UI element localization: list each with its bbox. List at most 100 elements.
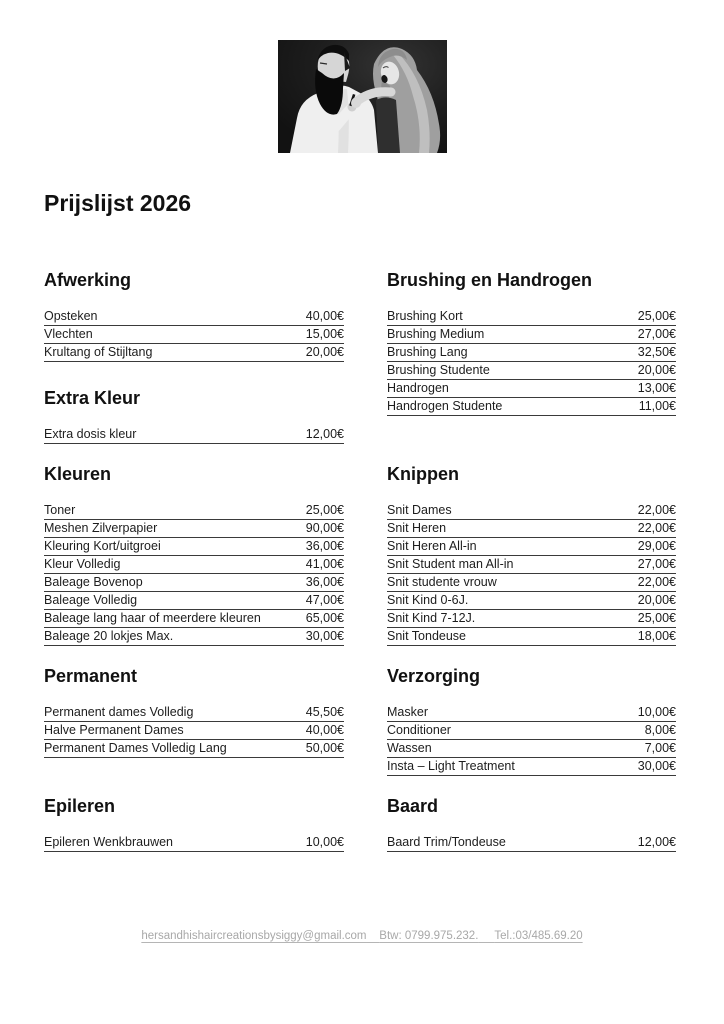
price-row: Snit Heren 22,00€	[387, 520, 676, 538]
service-name: Meshen Zilverpapier	[44, 521, 158, 535]
service-name: Snit Dames	[387, 503, 452, 517]
woman-top	[376, 97, 400, 153]
service-name: Epileren Wenkbrauwen	[44, 835, 174, 849]
service-name: Baleage lang haar of meerdere kleuren	[44, 611, 261, 625]
service-price: 40,00€	[305, 723, 344, 737]
service-name: Insta – Light Treatment	[387, 759, 515, 773]
service-name: Vlechten	[44, 327, 93, 341]
price-row: Handrogen Studente 11,00€	[387, 398, 676, 416]
woman-hand	[351, 98, 361, 108]
service-price: 47,00€	[305, 593, 344, 607]
section-kleuren: Kleuren Toner 25,00€ Meshen Zilverpapier…	[44, 462, 344, 646]
service-price: 20,00€	[637, 363, 676, 377]
section-baard: Baard Baard Trim/Tondeuse 12,00€	[387, 794, 676, 852]
section-extra-kleur: Extra Kleur Extra dosis kleur 12,00€	[44, 386, 344, 444]
section-knippen: Knippen Snit Dames 22,00€ Snit Heren 22,…	[387, 462, 676, 646]
price-row: Halve Permanent Dames 40,00€	[44, 722, 344, 740]
footer-line: hersandhishaircreationsbysiggy@gmail.com…	[141, 930, 582, 942]
service-price: 15,00€	[305, 327, 344, 341]
price-row: Extra dosis kleur 12,00€	[44, 426, 344, 444]
page-title: Prijslijst 2026	[44, 190, 192, 216]
column-cell: Knippen Snit Dames 22,00€ Snit Heren 22,…	[387, 462, 676, 646]
service-name: Kleuring Kort/uitgroei	[44, 539, 161, 553]
price-row: Baard Trim/Tondeuse 12,00€	[387, 834, 676, 852]
service-price: 22,00€	[637, 503, 676, 517]
section-afwerking: Afwerking Opsteken 40,00€ Vlechten 15,00…	[44, 268, 344, 362]
service-name: Kleur Volledig	[44, 557, 121, 571]
section-title: Verzorging	[387, 666, 481, 686]
service-price: 25,00€	[637, 309, 676, 323]
service-price: 12,00€	[637, 835, 676, 849]
service-price: 12,00€	[305, 427, 344, 441]
price-row: Brushing Kort 25,00€	[387, 308, 676, 326]
footer-email: hersandhishaircreationsbysiggy@gmail.com	[141, 930, 367, 942]
man-beard	[315, 69, 344, 115]
price-row: Baleage lang haar of meerdere kleuren 65…	[44, 610, 344, 628]
price-row: Handrogen 13,00€	[387, 380, 676, 398]
price-row: Snit Kind 7-12J. 25,00€	[387, 610, 676, 628]
service-price: 22,00€	[637, 575, 676, 589]
column-cell: Afwerking Opsteken 40,00€ Vlechten 15,00…	[44, 268, 344, 444]
service-price: 22,00€	[637, 521, 676, 535]
service-name: Brushing Lang	[387, 345, 468, 359]
price-row: Permanent dames Volledig 45,50€	[44, 704, 344, 722]
service-name: Halve Permanent Dames	[44, 723, 184, 737]
service-name: Permanent dames Volledig	[44, 705, 194, 719]
service-price: 27,00€	[637, 557, 676, 571]
price-row: Baleage Bovenop 36,00€	[44, 574, 344, 592]
section-verzorging: Verzorging Masker 10,00€ Conditioner 8,0…	[387, 664, 676, 776]
service-name: Handrogen	[387, 381, 449, 395]
service-price: 20,00€	[305, 345, 344, 359]
service-price: 36,00€	[305, 575, 344, 589]
service-price: 65,00€	[305, 611, 344, 625]
man-hair	[317, 44, 349, 62]
service-price: 30,00€	[637, 759, 676, 773]
woman-fringe	[378, 48, 407, 67]
price-row: Snit Student man All-in 27,00€	[387, 556, 676, 574]
price-row: Conditioner 8,00€	[387, 722, 676, 740]
section-rows: Epileren Wenkbrauwen 10,00€	[44, 834, 344, 852]
service-name: Snit studente vrouw	[387, 575, 497, 589]
service-price: 45,50€	[305, 705, 344, 719]
price-row: Baleage Volledig 47,00€	[44, 592, 344, 610]
price-row: Brushing Studente 20,00€	[387, 362, 676, 380]
price-row: Snit studente vrouw 22,00€	[387, 574, 676, 592]
section-rows: Snit Dames 22,00€ Snit Heren 22,00€ Snit…	[387, 502, 676, 646]
section-title: Extra Kleur	[44, 388, 141, 408]
section-rows: Masker 10,00€ Conditioner 8,00€ Wassen 7…	[387, 704, 676, 776]
service-price: 27,00€	[637, 327, 676, 341]
section-title: Baard	[387, 796, 439, 816]
section-title: Kleuren	[44, 464, 112, 484]
price-row: Kleuring Kort/uitgroei 36,00€	[44, 538, 344, 556]
section-rows: Brushing Kort 25,00€ Brushing Medium 27,…	[387, 308, 676, 416]
section-title: Afwerking	[44, 270, 132, 290]
service-price: 32,50€	[637, 345, 676, 359]
section-title: Knippen	[387, 464, 459, 484]
price-row: Snit Heren All-in 29,00€	[387, 538, 676, 556]
column-cell: Verzorging Masker 10,00€ Conditioner 8,0…	[387, 664, 676, 776]
service-name: Opsteken	[44, 309, 98, 323]
service-name: Baleage Bovenop	[44, 575, 143, 589]
service-name: Snit Student man All-in	[387, 557, 514, 571]
service-price: 13,00€	[637, 381, 676, 395]
section-rows: Opsteken 40,00€ Vlechten 15,00€ Krultang…	[44, 308, 344, 362]
service-price: 40,00€	[305, 309, 344, 323]
service-price: 90,00€	[305, 521, 344, 535]
column-cell: Kleuren Toner 25,00€ Meshen Zilverpapier…	[44, 462, 344, 646]
service-name: Brushing Kort	[387, 309, 463, 323]
column-cell: Epileren Epileren Wenkbrauwen 10,00€	[44, 794, 344, 852]
service-name: Snit Kind 7-12J.	[387, 611, 476, 625]
price-row: Epileren Wenkbrauwen 10,00€	[44, 834, 344, 852]
price-row: Meshen Zilverpapier 90,00€	[44, 520, 344, 538]
service-price: 20,00€	[637, 593, 676, 607]
service-name: Krultang of Stijltang	[44, 345, 153, 359]
price-list-grid: Afwerking Opsteken 40,00€ Vlechten 15,00…	[44, 268, 676, 852]
service-price: 30,00€	[305, 629, 344, 643]
service-name: Baleage Volledig	[44, 593, 138, 607]
service-price: 50,00€	[305, 741, 344, 755]
service-name: Brushing Medium	[387, 327, 485, 341]
service-price: 11,00€	[638, 399, 676, 413]
column-cell: Permanent Permanent dames Volledig 45,50…	[44, 664, 344, 758]
service-name: Snit Tondeuse	[387, 629, 466, 643]
price-row: Permanent Dames Volledig Lang 50,00€	[44, 740, 344, 758]
